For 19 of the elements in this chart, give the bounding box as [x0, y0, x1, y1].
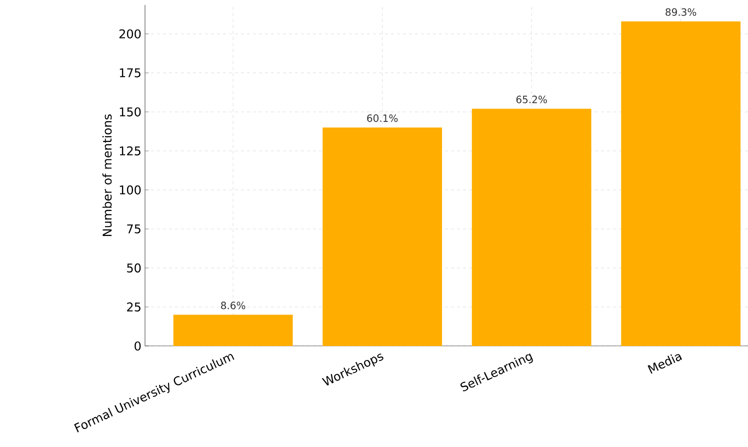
annotation: 65.2%: [516, 96, 547, 104]
y-tick-label: 175: [120, 68, 140, 78]
bar: [472, 108, 592, 346]
y-tick-label: 75: [127, 224, 140, 234]
y-tick-label: 150: [120, 107, 141, 116]
bar: [621, 21, 741, 346]
annotation: 89.3%: [666, 8, 696, 16]
x-tick-label: Media: [648, 354, 682, 374]
y-tick-label: 200: [119, 29, 141, 38]
y-tick-label: 0: [134, 341, 141, 351]
y-tick-label: 50: [127, 263, 141, 272]
annotation: 60.1%: [367, 114, 398, 122]
annotation: 8.6%: [221, 302, 246, 310]
bar: [173, 314, 293, 346]
y-tick-label: 125: [120, 146, 140, 156]
y-tick-label: 100: [120, 185, 141, 194]
y-tick-label: 25: [127, 302, 140, 312]
y-axis-title: Number of mentions: [102, 114, 112, 236]
bar: [322, 128, 442, 346]
